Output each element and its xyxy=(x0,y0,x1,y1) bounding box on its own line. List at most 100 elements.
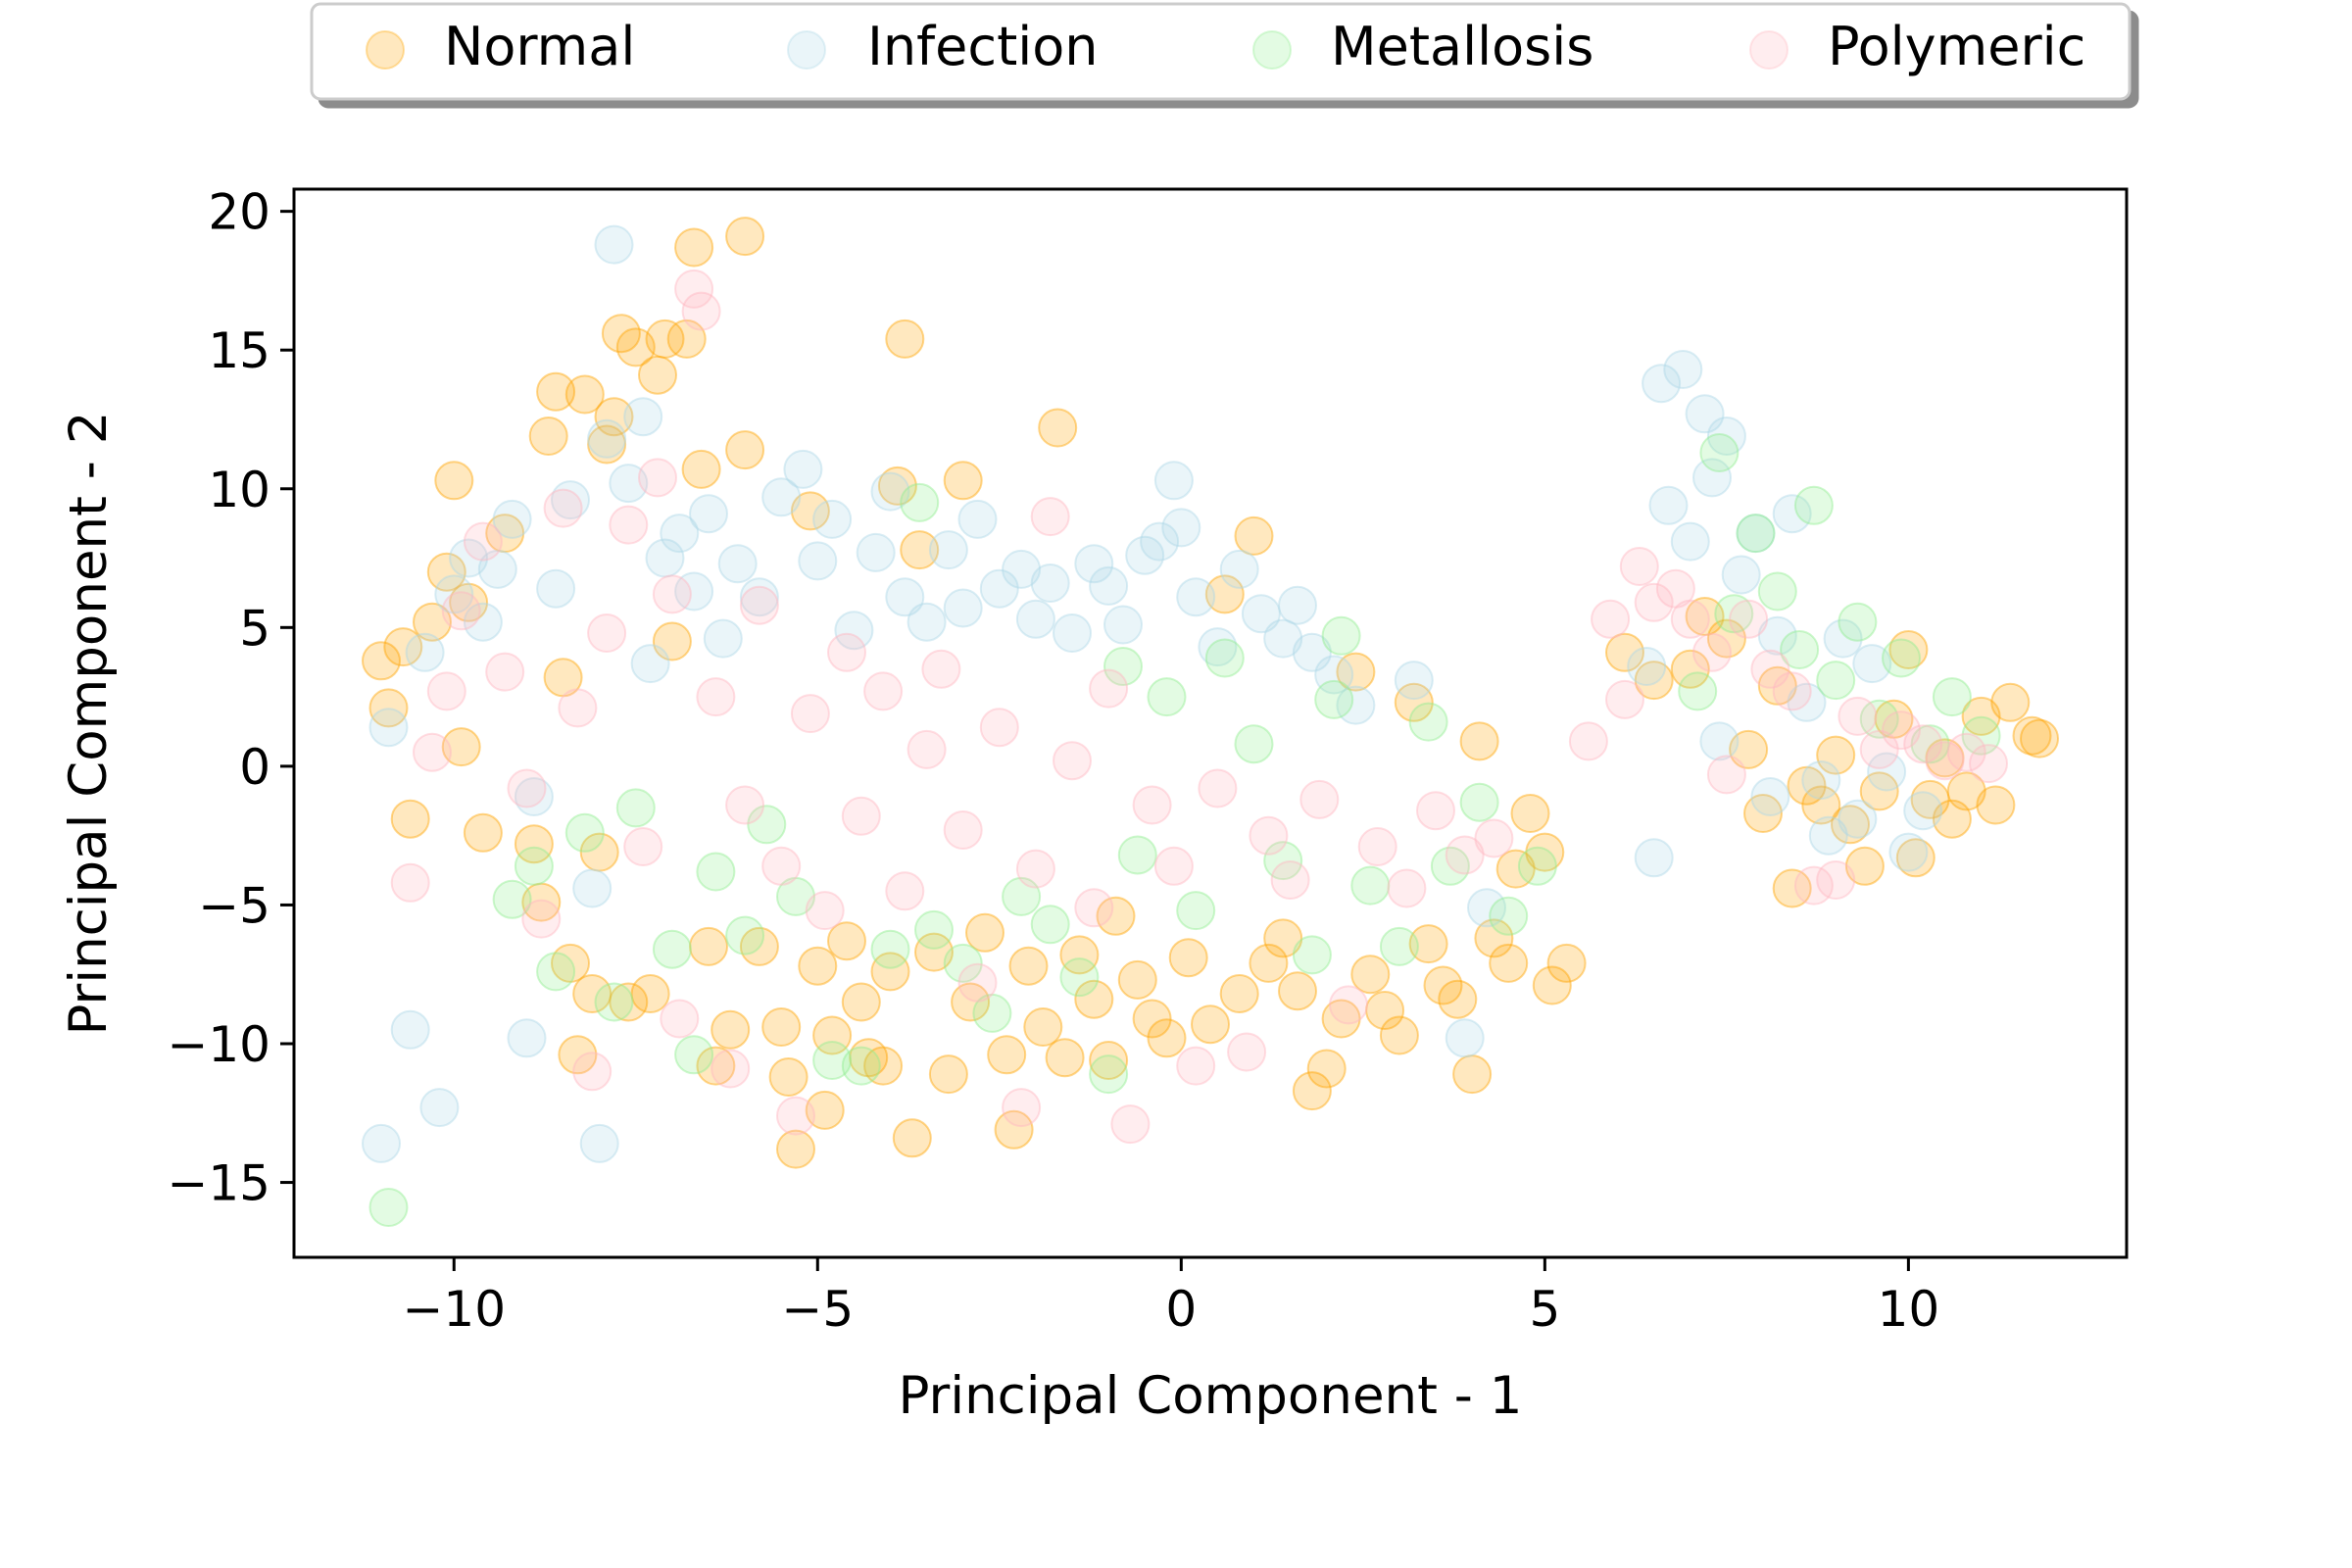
data-point-infection xyxy=(1685,394,1725,434)
data-point-normal xyxy=(987,1035,1027,1075)
data-point-infection xyxy=(507,1018,547,1058)
data-point-normal xyxy=(1219,974,1259,1013)
data-point-polymeric xyxy=(572,1052,612,1092)
data-point-normal xyxy=(776,1129,815,1169)
data-point-polymeric xyxy=(1859,729,1899,769)
data-point-polymeric xyxy=(827,632,866,672)
data-point-metallosis xyxy=(1350,865,1391,906)
data-point-infection xyxy=(1903,791,1943,831)
y-tick-label: 10 xyxy=(208,462,270,518)
data-point-normal xyxy=(870,952,910,992)
data-point-normal xyxy=(587,424,627,465)
data-point-infection xyxy=(1198,627,1238,667)
data-point-metallosis xyxy=(1678,671,1718,711)
data-point-metallosis xyxy=(1489,896,1529,936)
legend-label-metallosis: Metallosis xyxy=(1331,16,1593,77)
data-point-normal xyxy=(1204,574,1245,614)
data-point-normal xyxy=(1946,771,1986,811)
data-point-normal xyxy=(1191,1004,1230,1045)
data-point-normal xyxy=(812,1015,853,1055)
data-point-polymeric xyxy=(1619,547,1659,586)
data-point-polymeric xyxy=(1772,671,1812,711)
data-point-infection xyxy=(1103,605,1143,645)
data-point-infection xyxy=(1161,508,1201,548)
data-point-normal xyxy=(1038,408,1078,448)
data-point-metallosis xyxy=(1816,661,1856,701)
data-point-normal xyxy=(449,582,489,622)
data-point-polymeric xyxy=(1015,849,1055,889)
data-point-polymeric xyxy=(1882,710,1921,751)
legend-item-infection: Infection xyxy=(787,16,1099,77)
data-point-infection xyxy=(609,464,649,504)
data-point-metallosis xyxy=(1379,926,1419,966)
data-point-normal xyxy=(1132,999,1172,1039)
data-point-normal xyxy=(463,812,503,853)
data-point-infection xyxy=(1125,535,1165,575)
data-point-polymeric xyxy=(957,962,998,1003)
data-point-polymeric xyxy=(1474,818,1514,858)
data-point-polymeric xyxy=(1591,599,1631,639)
data-point-polymeric xyxy=(587,613,627,653)
data-point-normal xyxy=(558,1035,598,1075)
data-point-infection xyxy=(1721,555,1761,595)
data-point-normal xyxy=(1801,785,1841,825)
data-point-polymeric xyxy=(863,671,904,711)
data-point-infection xyxy=(1852,644,1892,684)
data-point-polymeric xyxy=(1946,732,1986,772)
data-point-normal xyxy=(1234,515,1274,556)
data-point-normal xyxy=(1379,1015,1419,1055)
data-point-infection xyxy=(717,544,758,584)
data-point-normal xyxy=(798,946,838,986)
data-point-normal xyxy=(1910,779,1950,819)
data-point-infection xyxy=(1336,685,1376,725)
data-point-polymeric xyxy=(1568,721,1608,761)
data-point-normal xyxy=(1278,971,1317,1011)
data-point-normal xyxy=(1074,979,1114,1019)
data-point-normal xyxy=(1888,630,1929,669)
data-point-polymeric xyxy=(1329,985,1368,1025)
data-point-infection xyxy=(623,397,663,437)
data-point-polymeric xyxy=(1153,846,1194,886)
data-point-infection xyxy=(660,514,700,554)
data-point-normal xyxy=(1525,832,1565,872)
data-point-polymeric xyxy=(1838,696,1878,736)
data-point-normal xyxy=(739,926,779,966)
data-point-normal xyxy=(1757,665,1797,706)
data-point-polymeric xyxy=(710,1049,751,1089)
data-point-normal xyxy=(892,1118,932,1158)
data-point-normal xyxy=(609,982,649,1022)
data-point-metallosis xyxy=(900,482,940,522)
data-point-normal xyxy=(362,641,401,681)
data-point-normal xyxy=(1452,1054,1493,1095)
data-point-normal xyxy=(827,921,866,961)
data-point-infection xyxy=(812,499,853,539)
data-point-polymeric xyxy=(1706,755,1746,795)
data-point-polymeric xyxy=(1002,1088,1042,1128)
data-point-infection xyxy=(1663,350,1703,389)
data-point-normal xyxy=(965,912,1004,953)
data-point-infection xyxy=(1089,565,1129,606)
legend-item-metallosis: Metallosis xyxy=(1252,16,1593,77)
data-point-normal xyxy=(1489,943,1529,983)
data-point-polymeric xyxy=(1074,888,1114,928)
data-point-infection xyxy=(1757,615,1797,656)
data-point-infection xyxy=(1634,838,1674,878)
data-point-infection xyxy=(1153,461,1194,501)
data-point-normal xyxy=(426,552,466,592)
data-point-polymeric xyxy=(1176,1046,1216,1086)
data-point-infection xyxy=(1219,549,1259,589)
data-point-metallosis xyxy=(1089,1054,1129,1095)
data-point-normal xyxy=(1932,799,1972,839)
legend-marker-metallosis xyxy=(1252,30,1292,70)
data-point-polymeric xyxy=(885,871,925,911)
data-point-normal xyxy=(1990,682,2031,722)
data-point-polymeric xyxy=(558,688,598,728)
data-point-metallosis xyxy=(1408,702,1448,742)
data-point-normal xyxy=(900,530,940,570)
data-point-metallosis xyxy=(1147,677,1187,717)
x-tick-label: 0 xyxy=(1165,1281,1197,1338)
legend-label-normal: Normal xyxy=(444,16,635,77)
data-point-metallosis xyxy=(1263,841,1303,881)
data-point-normal xyxy=(638,355,677,395)
data-point-normal xyxy=(689,926,728,966)
